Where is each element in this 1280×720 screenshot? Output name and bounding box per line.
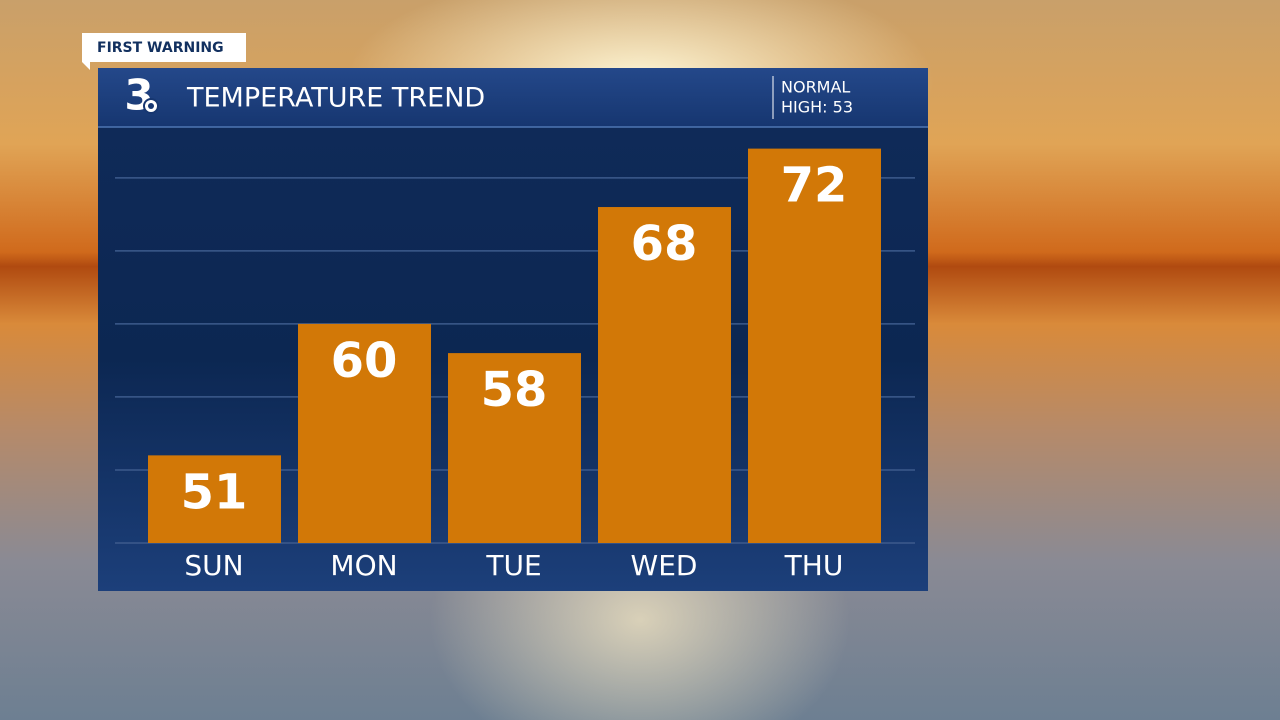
value-label: 51 <box>181 464 248 520</box>
bar <box>298 323 431 543</box>
bar <box>598 207 731 544</box>
x-tick-label: WED <box>631 549 698 582</box>
logo-pupil <box>148 103 154 109</box>
bar <box>448 353 581 543</box>
value-label: 68 <box>631 216 698 272</box>
bar <box>148 455 281 543</box>
chart-title: TEMPERATURE TREND <box>186 83 485 114</box>
value-label: 60 <box>331 333 398 389</box>
x-tick-label: MON <box>330 549 397 582</box>
x-tick-label: TUE <box>485 549 541 582</box>
header-bar <box>98 68 928 127</box>
value-label: 58 <box>481 362 548 418</box>
value-label: 72 <box>781 158 848 214</box>
normal-label: NORMAL <box>781 78 850 97</box>
tag-tail <box>82 62 90 70</box>
brand-tag <box>82 33 246 62</box>
normal-high: HIGH: 53 <box>781 98 853 117</box>
x-tick-label: SUN <box>184 549 243 582</box>
brand-label: FIRST WARNING <box>97 40 224 56</box>
x-tick-label: THU <box>784 549 844 582</box>
bar <box>748 148 881 543</box>
